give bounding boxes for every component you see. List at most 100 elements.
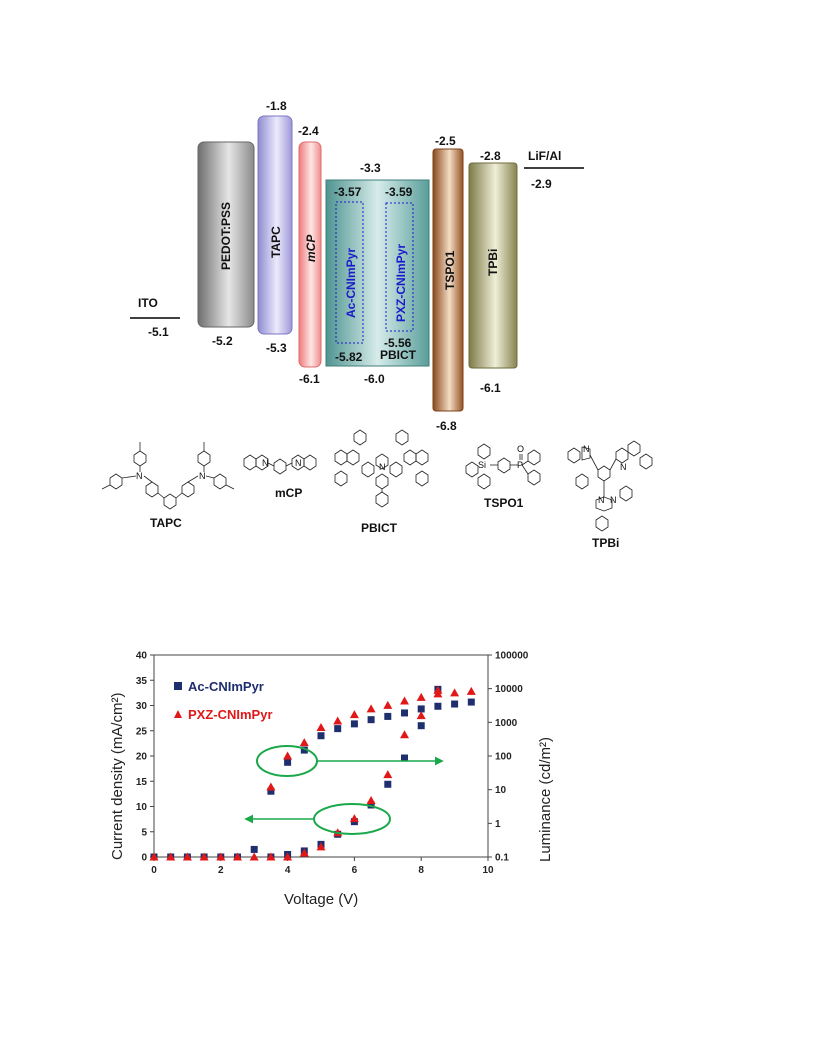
tpbi-name: TPBi <box>592 536 619 550</box>
left-tick-label: 5 <box>141 827 147 838</box>
mcp-n-label-2: N <box>295 458 302 468</box>
point-pxz-current <box>383 770 393 779</box>
ac-cnimpyr-box <box>335 201 364 344</box>
tapc-structure <box>101 442 235 510</box>
legend-label-ac: Ac-CNImPyr <box>188 679 264 694</box>
tapc-n-label-2: N <box>199 471 206 481</box>
tpbi-label: TPBi <box>486 249 500 276</box>
point-ac-luminance <box>334 725 342 733</box>
point-pxz-current <box>349 814 359 823</box>
pxz-cnimpyr-box <box>385 202 414 332</box>
tspo1-structure <box>465 443 541 490</box>
lif-al-homo: -2.9 <box>531 177 552 191</box>
tapc-layer <box>257 115 293 335</box>
pxz-cnimpyr-label: PXZ-CNImPyr <box>394 244 408 322</box>
left-tick-label: 0 <box>141 853 147 864</box>
tpbi-n-label-4: N <box>610 495 617 505</box>
tpbi-lumo: -2.8 <box>480 149 501 163</box>
mcp-n-label-1: N <box>262 458 269 468</box>
ac-cnimpyr-lumo: -3.57 <box>334 185 362 199</box>
point-pxz-luminance <box>266 782 276 791</box>
point-pxz-luminance <box>366 704 376 713</box>
tapc-name: TAPC <box>150 516 182 530</box>
luminance-group-ellipse <box>256 745 318 777</box>
point-pxz-luminance <box>400 696 409 705</box>
tpbi-n-label-3: N <box>598 495 605 505</box>
x-tick-label: 8 <box>418 865 424 876</box>
tpbi-layer <box>468 162 518 369</box>
point-pxz-luminance <box>349 710 359 719</box>
tspo1-lumo: -2.5 <box>435 134 456 148</box>
pbict-structure <box>334 429 429 508</box>
point-pxz-current <box>299 848 309 857</box>
legend-marker-ac <box>174 682 182 690</box>
tapc-homo: -5.3 <box>266 341 287 355</box>
right-tick-label: 100000 <box>495 651 529 662</box>
x-tick-label: 6 <box>352 865 358 876</box>
point-pxz-current <box>216 852 226 861</box>
point-pxz-current <box>283 852 293 861</box>
data-points <box>149 685 476 861</box>
tspo1-layer <box>432 148 464 412</box>
point-ac-luminance <box>434 702 442 710</box>
legend-marker-pxz <box>174 710 182 718</box>
tapc-n-label-1: N <box>136 471 143 481</box>
x-tick-label: 10 <box>482 865 494 876</box>
pedot-pss-homo: -5.2 <box>212 334 233 348</box>
point-ac-luminance <box>417 705 425 713</box>
point-pxz-luminance <box>466 686 476 695</box>
point-pxz-current <box>149 852 159 861</box>
point-ac-current <box>384 780 392 788</box>
pbict-homo: -6.0 <box>364 372 385 386</box>
right-tick-label: 0.1 <box>495 853 509 864</box>
point-pxz-current <box>199 852 209 861</box>
ac-cnimpyr-homo: -5.82 <box>335 350 363 364</box>
right-axis-ticks: 0.1 1 10 100 1000 10000 100000 <box>488 651 529 864</box>
left-tick-label: 30 <box>136 701 148 712</box>
mcp-homo: -6.1 <box>299 372 320 386</box>
pbict-n-label: N <box>379 462 386 472</box>
point-pxz-luminance <box>299 738 309 747</box>
molecular-structures: N N TAPC N N mCP <box>101 429 653 550</box>
pbict-name: PBICT <box>361 521 398 535</box>
mcp-lumo: -2.4 <box>298 124 319 138</box>
tspo1-si-label: Si <box>478 460 486 470</box>
x-tick-label: 2 <box>218 865 224 876</box>
point-pxz-current <box>366 795 376 804</box>
x-axis-label: Voltage (V) <box>284 891 358 908</box>
pedot-pss-layer <box>197 141 255 328</box>
point-pxz-current <box>400 730 409 739</box>
energy-level-diagram: ITO -5.1 PEDOT:PSS -5.2 TAPC -1.8 -5.3 m… <box>130 99 584 433</box>
right-tick-label: 10000 <box>495 684 523 695</box>
point-ac-luminance <box>267 787 275 795</box>
point-ac-luminance <box>367 716 375 724</box>
right-tick-label: 1000 <box>495 718 518 729</box>
point-ac-luminance <box>317 732 325 740</box>
tspo1-name: TSPO1 <box>484 496 524 510</box>
tpbi-n-label-2: N <box>620 462 627 472</box>
point-ac-luminance <box>451 700 459 708</box>
pedot-pss-label: PEDOT:PSS <box>219 202 233 270</box>
tspo1-label: TSPO1 <box>443 250 457 290</box>
point-ac-current <box>417 722 425 730</box>
point-ac-current <box>250 845 258 853</box>
point-pxz-luminance <box>316 723 326 732</box>
tspo1-homo: -6.8 <box>436 419 457 433</box>
pbict-layer <box>325 179 430 367</box>
point-ac-luminance <box>284 758 292 766</box>
mcp-label: mCP <box>304 234 318 262</box>
tapc-lumo: -1.8 <box>266 99 287 113</box>
x-tick-label: 4 <box>285 865 291 876</box>
pbict-label: PBICT <box>380 348 417 362</box>
pxz-cnimpyr-lumo: -3.59 <box>385 185 413 199</box>
point-pxz-current <box>166 852 176 861</box>
point-pxz-current <box>182 852 192 861</box>
point-ac-luminance <box>401 709 408 717</box>
point-pxz-current <box>266 852 276 861</box>
mcp-structure <box>243 454 317 475</box>
left-tick-label: 25 <box>136 726 148 737</box>
ito-homo: -5.1 <box>148 325 169 339</box>
pbict-lumo: -3.3 <box>360 161 381 175</box>
left-tick-label: 10 <box>136 802 148 813</box>
left-axis-label: Current density (mA/cm²) <box>109 692 126 860</box>
